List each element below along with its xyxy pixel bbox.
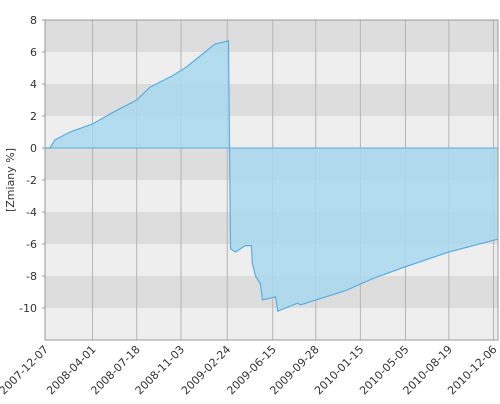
stripe (45, 84, 498, 116)
y-tick-label: 6 (30, 46, 37, 59)
stripe (45, 20, 498, 52)
y-tick-label: 0 (30, 142, 37, 155)
stripe (45, 308, 498, 340)
y-tick-label: -6 (26, 238, 37, 251)
y-tick-label: -8 (26, 270, 37, 283)
y-tick-label: 2 (30, 110, 37, 123)
y-tick-label: -4 (26, 206, 37, 219)
y-tick-label: 4 (30, 78, 37, 91)
area (45, 40, 498, 312)
y-axis-label: [Zmiany %] (4, 148, 17, 212)
y-tick-label: -10 (19, 302, 37, 315)
y-tick-label: -2 (26, 174, 37, 187)
line (45, 40, 498, 313)
plot-frame (44, 19, 499, 341)
stripe (45, 52, 498, 84)
y-tick-label: 8 (30, 14, 37, 27)
x-tick-label: 2007-12-07 (0, 343, 51, 397)
